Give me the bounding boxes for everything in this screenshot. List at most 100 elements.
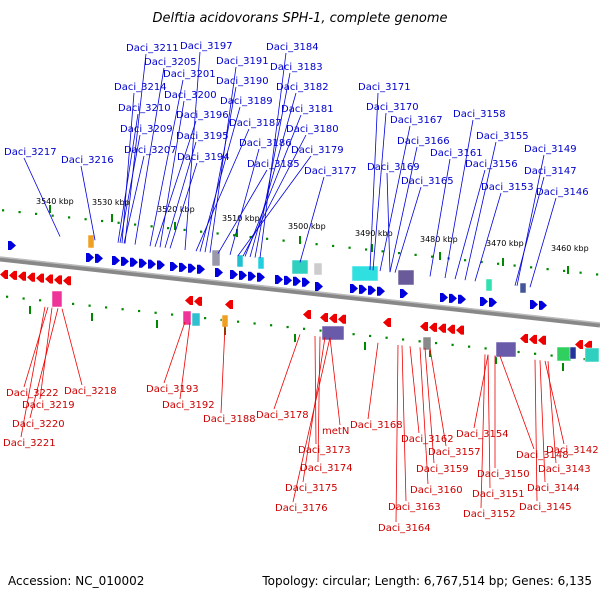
reverse-gene-arrow xyxy=(36,273,44,283)
leader-line xyxy=(119,134,141,244)
forward-gene-arrow xyxy=(368,285,376,295)
forward-gene-arrow xyxy=(489,297,497,307)
scale-dot xyxy=(546,268,549,271)
leader-line xyxy=(204,86,237,253)
leader-line xyxy=(242,134,307,257)
reverse-gene-arrow xyxy=(338,314,346,324)
gene-label-daci-3210: Daci_3210 xyxy=(118,103,171,114)
scale-dot xyxy=(138,309,141,313)
gene-label-daci-3200: Daci_3200 xyxy=(164,90,217,101)
gene-label-daci-3169: Daci_3169 xyxy=(367,162,420,173)
scale-dot xyxy=(497,262,500,265)
scale-dot xyxy=(530,266,533,269)
scale-dot xyxy=(88,304,91,307)
reverse-gene-arrow xyxy=(520,334,528,343)
scale-label: 3530 kbp xyxy=(92,198,130,207)
scale-label: 3470 kbp xyxy=(486,239,524,248)
accession-text: Accession: NC_010002 xyxy=(8,574,144,588)
scale-dot xyxy=(303,327,306,330)
genome-backbone xyxy=(0,256,600,328)
leader-line xyxy=(369,92,379,270)
gene-label-daci-3156: Daci_3156 xyxy=(465,159,518,170)
gene-label-daci-3150: Daci_3150 xyxy=(477,469,530,480)
gene-label-daci-3197: Daci_3197 xyxy=(180,41,233,52)
leader-line xyxy=(474,192,502,282)
scale-dot xyxy=(517,350,520,354)
gene-label-daci-3209: Daci_3209 xyxy=(120,124,173,135)
reverse-gene-arrow xyxy=(447,324,455,334)
gene-label-daci-3151: Daci_3151 xyxy=(472,489,525,500)
leader-line xyxy=(39,307,53,400)
forward-gene-arrow xyxy=(400,289,408,298)
leader-line xyxy=(169,162,198,249)
leader-line xyxy=(184,51,201,251)
gene-label-daci-3181: Daci_3181 xyxy=(281,104,334,115)
gene-label-daci-3152: Daci_3152 xyxy=(463,509,516,520)
gene-label-daci-3146: Daci_3146 xyxy=(536,187,589,198)
feature-block xyxy=(182,310,192,326)
leader-line xyxy=(80,165,96,241)
reverse-gene-arrow xyxy=(456,325,464,335)
gene-label-daci-3217: Daci_3217 xyxy=(4,147,57,158)
leader-line xyxy=(134,67,165,245)
reverse-gene-arrow xyxy=(383,318,391,327)
scale-dot xyxy=(484,347,487,350)
feature-block xyxy=(321,325,345,341)
gene-label-daci-3153: Daci_3153 xyxy=(481,182,534,193)
leader-line xyxy=(389,146,418,273)
leader-line xyxy=(499,355,535,450)
scale-dot xyxy=(451,343,454,346)
gene-label-daci-3182: Daci_3182 xyxy=(276,82,329,93)
leader-line xyxy=(23,157,61,237)
reverse-gene-arrow xyxy=(185,296,193,305)
forward-gene-arrow xyxy=(350,284,358,293)
leader-line xyxy=(273,334,301,410)
scale-dot xyxy=(381,250,384,253)
gene-label-daci-3195: Daci_3195 xyxy=(176,131,229,142)
gene-label-daci-3155: Daci_3155 xyxy=(476,131,529,142)
feature-block xyxy=(485,278,493,292)
leader-line xyxy=(480,354,486,509)
feature-block xyxy=(313,262,323,276)
forward-gene-arrow xyxy=(257,272,265,282)
feature-block xyxy=(257,256,265,270)
gene-label-daci-3179: Daci_3179 xyxy=(291,145,344,156)
leader-line xyxy=(299,176,325,263)
reverse-gene-labels: Daci_3222 Daci_3218 Daci_3193 Daci_3219 Daci… xyxy=(3,384,599,534)
leader-line xyxy=(254,72,291,258)
gene-label-daci-3149: Daci_3149 xyxy=(524,144,577,155)
gene-label-daci-3144: Daci_3144 xyxy=(527,483,580,494)
scale-dot xyxy=(154,311,157,314)
leader-line xyxy=(209,66,237,253)
gene-label-daci-3221: Daci_3221 xyxy=(3,438,56,449)
scale-dot xyxy=(134,223,137,226)
scale-dot xyxy=(365,248,368,251)
scale-dot xyxy=(121,308,124,311)
gene-label-daci-3219: Daci_3219 xyxy=(22,400,75,411)
scale-dot xyxy=(51,214,54,217)
feature-block xyxy=(221,314,229,328)
gene-label-daci-3205: Daci_3205 xyxy=(144,57,197,68)
forward-gene-arrow xyxy=(458,294,466,304)
leader-line xyxy=(529,197,557,288)
reverse-gene-arrow xyxy=(303,310,311,319)
forward-gene-arrow xyxy=(440,293,448,302)
gene-label-daci-3220: Daci_3220 xyxy=(12,419,65,430)
feature-block xyxy=(351,265,379,282)
genome-summary-text: Topology: circular; Length: 6,767,514 bp… xyxy=(261,574,592,588)
gene-label-daci-3148: Daci_3148 xyxy=(516,450,569,461)
scale-dot xyxy=(352,333,355,336)
leader-line xyxy=(117,113,139,243)
scale-dot xyxy=(183,228,186,232)
leader-line xyxy=(163,321,186,384)
label-leader-lines xyxy=(20,51,565,523)
reverse-gene-arrow xyxy=(320,313,328,322)
scale-dot xyxy=(596,273,599,276)
gene-label-daci-3184: Daci_3184 xyxy=(266,42,319,53)
scale-dot xyxy=(220,318,223,322)
map-title: Delftia acidovorans SPH-1, complete geno… xyxy=(152,11,447,26)
scale-dot xyxy=(68,216,71,219)
reverse-gene-arrow xyxy=(0,270,8,279)
gene-label-metn: metN xyxy=(322,426,349,437)
gene-label-daci-3211: Daci_3211 xyxy=(126,43,179,54)
